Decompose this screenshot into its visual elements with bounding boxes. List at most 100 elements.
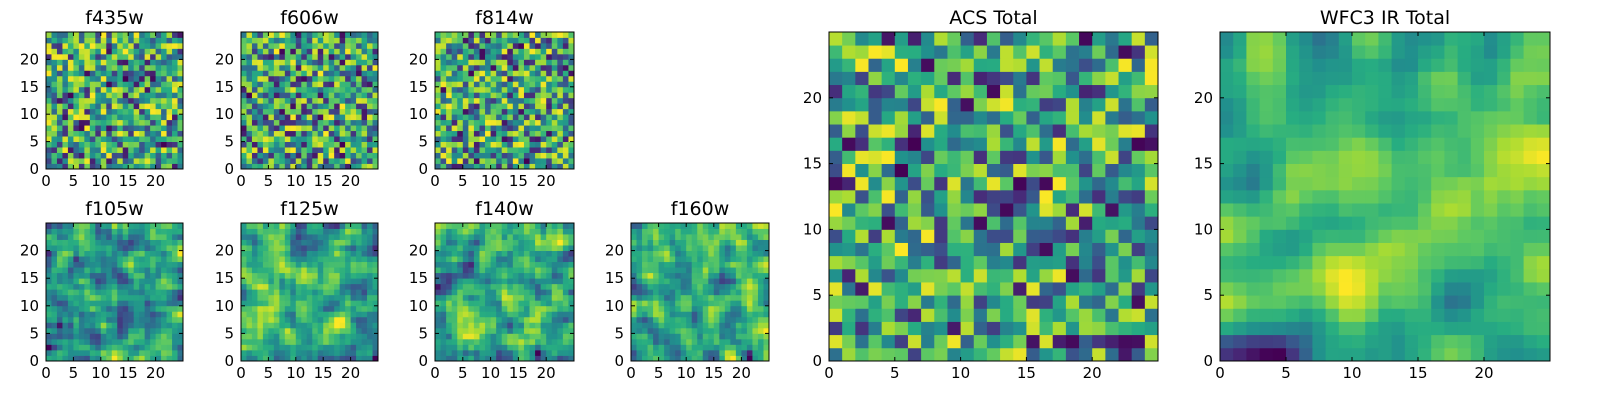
heatmap-cell [356, 114, 362, 121]
heatmap-cell [496, 250, 503, 257]
heatmap-cell [284, 283, 291, 290]
heatmap-cell [551, 333, 558, 340]
heatmap-cell [540, 311, 547, 318]
heatmap-cell [546, 333, 553, 340]
heatmap-cell [501, 130, 508, 137]
heatmap-cell [702, 261, 709, 268]
heatmap-cell [829, 295, 843, 309]
heatmap-cell [323, 103, 330, 110]
heatmap-cell [523, 228, 530, 235]
heatmap-cell [246, 70, 253, 77]
heatmap-cell [680, 278, 687, 285]
heatmap-cell [468, 305, 475, 312]
heatmap-cell [372, 70, 379, 77]
heatmap-cell [490, 272, 497, 279]
heatmap-cell [51, 130, 58, 137]
heatmap-cell [551, 223, 558, 229]
heatmap-cell [719, 300, 726, 307]
heatmap-cell [361, 267, 368, 274]
heatmap-cell [367, 125, 373, 132]
heatmap-cell [155, 136, 162, 142]
heatmap-cell [51, 250, 58, 257]
heatmap-cell [268, 141, 275, 148]
heatmap-cell [290, 86, 297, 93]
heatmap-cell [284, 267, 291, 274]
heatmap-cell [367, 250, 373, 257]
heatmap-cell [1092, 347, 1106, 362]
heatmap-cell [290, 338, 297, 345]
heatmap-cell [647, 322, 654, 329]
heatmap-cell [473, 59, 480, 66]
heatmap-cell [367, 333, 373, 340]
heatmap-cell [479, 294, 486, 301]
heatmap-cell [361, 272, 368, 279]
heatmap-cell [507, 355, 514, 362]
heatmap-cell [752, 316, 759, 323]
heatmap-cell [372, 136, 379, 142]
heatmap-cell [356, 97, 362, 104]
heatmap-cell [535, 228, 542, 235]
heatmap-cell [312, 283, 319, 290]
heatmap-cell [921, 189, 935, 204]
heatmap-cell [144, 250, 151, 257]
heatmap-cell [106, 125, 113, 132]
heatmap-cell [95, 97, 102, 104]
heatmap-cell [100, 338, 107, 345]
heatmap-cell [691, 300, 698, 307]
heatmap-cell [241, 48, 247, 55]
heatmap-cell [122, 355, 129, 362]
heatmap-cell [551, 114, 558, 121]
heatmap-cell [312, 338, 319, 345]
heatmap-cells [435, 32, 575, 170]
heatmap-cell [166, 245, 173, 251]
heatmap-cell [177, 86, 184, 93]
heatmap-cell [457, 147, 464, 153]
heatmap-cell [523, 289, 530, 296]
heatmap-cell [262, 250, 269, 257]
heatmap-cell [339, 267, 346, 274]
heatmap-cell [139, 147, 146, 153]
heatmap-cell [328, 305, 335, 312]
heatmap-cell [540, 355, 547, 362]
heatmap-cell [177, 338, 184, 345]
heatmap-cell [1079, 321, 1093, 336]
heatmap-cell [636, 245, 643, 251]
heatmap-cell [334, 114, 341, 121]
heatmap-cell [479, 239, 486, 246]
heatmap-cell [295, 59, 302, 66]
heatmap-cell [46, 289, 52, 296]
heatmap-cell [246, 294, 253, 301]
heatmap-cell [752, 344, 759, 351]
heatmap-cell [323, 267, 330, 274]
heatmap-cell [446, 125, 453, 132]
heatmap-cell [367, 130, 373, 137]
heatmap-cell [301, 53, 308, 60]
heatmap-cell [172, 64, 178, 71]
heatmap-cell [1092, 242, 1106, 257]
heatmap-cell [1013, 347, 1027, 362]
heatmap-cell [479, 136, 486, 142]
heatmap-cell [702, 322, 709, 329]
heatmap-cell [664, 322, 671, 329]
heatmap-cell [551, 59, 558, 66]
heatmap-cell [669, 234, 676, 240]
heatmap-cell [150, 300, 156, 307]
heatmap-cell [345, 294, 351, 301]
heatmap-cell [568, 239, 575, 246]
heatmap-cell [562, 75, 569, 82]
heatmap-cell [842, 203, 856, 217]
heatmap-cell [512, 272, 519, 279]
heatmap-cell [268, 234, 275, 240]
heatmap-cell [306, 322, 313, 329]
heatmap-cell [551, 322, 558, 329]
heatmap-cell [356, 344, 362, 351]
heatmap-cell [1092, 176, 1106, 191]
heatmap-cell [501, 152, 508, 159]
heatmap-cell [273, 42, 280, 49]
heatmap-cell [757, 305, 764, 312]
heatmap-cell [507, 283, 514, 290]
heatmap-cell [339, 86, 346, 93]
heatmap-cell [155, 37, 162, 44]
heatmap-cell [708, 283, 715, 290]
